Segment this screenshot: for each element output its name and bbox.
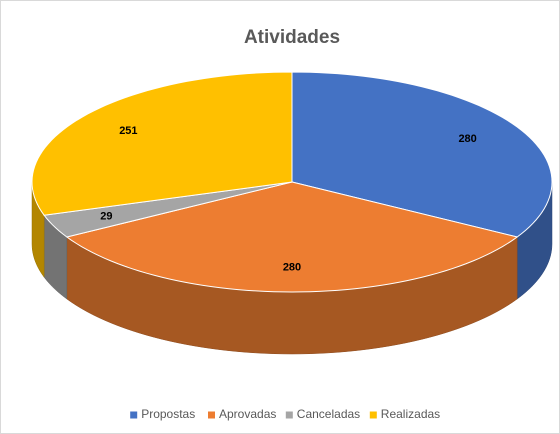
legend-swatch xyxy=(130,411,138,419)
data-label: 280 xyxy=(458,133,476,145)
legend-label: Propostas xyxy=(141,407,195,421)
slice xyxy=(43,181,293,238)
legend-label: Realizadas xyxy=(381,407,440,421)
data-label: 280 xyxy=(283,262,301,274)
slice xyxy=(31,71,293,216)
legend-label: Canceladas xyxy=(297,407,360,421)
data-label: 29 xyxy=(100,211,112,223)
data-label: 251 xyxy=(119,125,137,137)
legend-swatch xyxy=(208,411,215,419)
legend-label: Aprovadas xyxy=(219,407,276,421)
legend-swatch xyxy=(285,411,293,419)
legend: Propostas Aprovadas Canceladas Realizadas xyxy=(130,407,440,421)
slice xyxy=(291,71,553,238)
legend-swatch xyxy=(369,411,377,419)
chart-title: Atividades xyxy=(244,27,340,48)
